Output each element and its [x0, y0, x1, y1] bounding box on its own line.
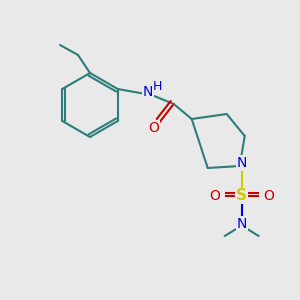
- Text: H: H: [153, 80, 162, 92]
- Text: S: S: [236, 188, 247, 203]
- Text: N: N: [236, 217, 247, 231]
- Text: N: N: [236, 156, 247, 170]
- Text: N: N: [142, 85, 153, 99]
- Text: O: O: [263, 189, 274, 203]
- Text: O: O: [209, 189, 220, 203]
- Text: O: O: [148, 121, 159, 135]
